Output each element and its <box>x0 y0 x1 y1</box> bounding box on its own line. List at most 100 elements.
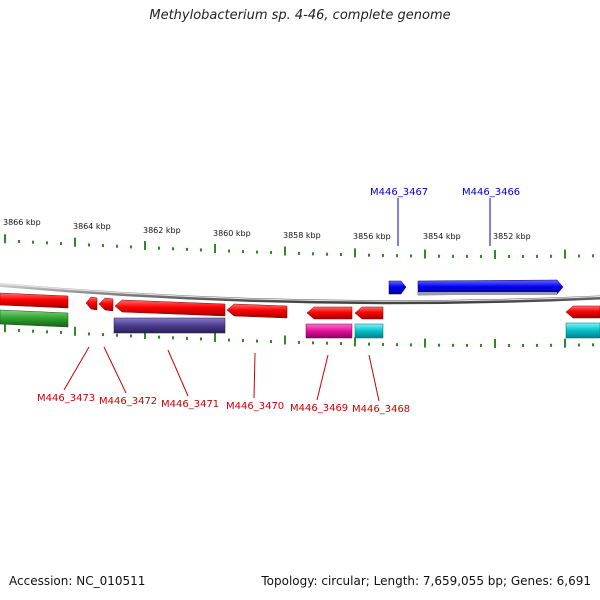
minor-tick <box>312 341 314 345</box>
minor-tick <box>270 251 272 255</box>
major-tick <box>284 335 286 345</box>
minor-tick <box>200 248 202 252</box>
minor-tick <box>410 254 412 258</box>
minor-tick <box>186 336 188 340</box>
major-tick <box>74 326 76 336</box>
minor-tick <box>116 333 118 337</box>
minor-tick <box>298 340 300 344</box>
gene-label-m446-3473[interactable]: M446_3473 <box>37 393 95 404</box>
minor-tick <box>256 250 258 254</box>
minor-tick <box>382 342 384 346</box>
major-tick <box>354 337 356 347</box>
minor-tick <box>536 343 538 347</box>
minor-tick <box>298 251 300 255</box>
minor-tick <box>368 342 370 346</box>
gene-label-m446-3472[interactable]: M446_3472 <box>99 396 157 407</box>
scale-label: 3860 kbp <box>213 229 251 238</box>
minor-tick <box>32 329 34 333</box>
minor-tick <box>18 328 20 332</box>
gene-arrow-m446-3472[interactable] <box>98 297 114 312</box>
gene-arrow-m446-3469[interactable] <box>306 306 353 320</box>
minor-tick <box>522 254 524 258</box>
minor-tick <box>312 252 314 256</box>
minor-tick <box>46 330 48 334</box>
scale-labels: 3866 kbp 3864 kbp 3862 kbp 3860 kbp 3858… <box>3 218 531 241</box>
minor-tick <box>592 343 594 347</box>
minor-tick <box>592 254 594 258</box>
gene-arrow-m446-3473[interactable] <box>85 296 98 311</box>
gene-arrow-m446-3467[interactable] <box>388 280 407 295</box>
major-tick <box>564 249 566 259</box>
gene-label-m446-3471[interactable]: M446_3471 <box>161 399 219 410</box>
minor-tick <box>578 343 580 347</box>
minor-tick <box>326 252 328 256</box>
upper-tick-row <box>4 234 594 259</box>
feature-bar-purple[interactable] <box>113 317 226 334</box>
scale-label: 3858 kbp <box>283 231 321 240</box>
major-tick <box>494 249 496 259</box>
gene-arrow-m446-3470[interactable] <box>226 303 288 319</box>
major-tick <box>4 323 6 333</box>
minor-tick <box>228 249 230 253</box>
minor-tick <box>242 250 244 254</box>
minor-tick <box>466 343 468 347</box>
minor-tick <box>32 240 34 244</box>
genome-backbone-highlight <box>0 283 600 302</box>
major-tick <box>424 338 426 348</box>
minor-tick <box>382 253 384 257</box>
gene-label-m446-3467[interactable]: M446_3467 <box>370 187 428 198</box>
map-title: Methylobacterium sp. 4-46, complete geno… <box>149 8 451 23</box>
gene-shadow <box>418 292 557 295</box>
gene-arrow-m446-3468[interactable] <box>354 306 384 320</box>
major-tick <box>284 246 286 256</box>
minor-tick <box>340 253 342 257</box>
label-leader-line <box>316 354 329 401</box>
minor-tick <box>200 337 202 341</box>
feature-bar-green[interactable] <box>0 309 69 328</box>
major-tick <box>4 234 6 244</box>
gene-arrow-m446-3471[interactable] <box>114 299 226 317</box>
minor-tick <box>270 340 272 344</box>
gene-arrow-right-edge[interactable] <box>565 305 600 319</box>
gene-label-m446-3466[interactable]: M446_3466 <box>462 187 520 198</box>
minor-tick <box>536 254 538 258</box>
major-tick <box>564 338 566 348</box>
minor-tick <box>326 341 328 345</box>
gene-label-m446-3468[interactable]: M446_3468 <box>352 404 410 415</box>
minor-tick <box>46 241 48 245</box>
minor-tick <box>88 332 90 336</box>
genome-backbone <box>0 282 600 305</box>
major-tick <box>74 237 76 247</box>
minor-tick <box>228 338 230 342</box>
accession-text: Accession: NC_010511 <box>9 574 146 588</box>
feature-bar-magenta[interactable] <box>305 323 353 339</box>
minor-tick <box>550 343 552 347</box>
minor-tick <box>452 254 454 258</box>
minor-tick <box>60 242 62 246</box>
minor-tick <box>172 247 174 251</box>
minor-tick <box>102 244 104 248</box>
minor-tick <box>550 254 552 258</box>
gene-label-m446-3469[interactable]: M446_3469 <box>290 403 348 414</box>
major-tick <box>144 241 146 251</box>
minor-tick <box>508 254 510 258</box>
feature-bar-cyan-edge[interactable] <box>565 322 600 339</box>
major-tick <box>424 249 426 259</box>
minor-tick <box>60 331 62 335</box>
gene-arrow-left-edge[interactable] <box>0 292 69 309</box>
scale-label: 3852 kbp <box>493 232 531 241</box>
minor-tick <box>158 335 160 339</box>
gene-label-m446-3470[interactable]: M446_3470 <box>226 401 284 412</box>
minor-tick <box>172 336 174 340</box>
scale-label: 3864 kbp <box>73 222 111 231</box>
minor-tick <box>508 343 510 347</box>
minor-tick <box>18 239 20 243</box>
major-tick <box>494 338 496 348</box>
major-tick <box>144 330 146 340</box>
minor-tick <box>480 343 482 347</box>
feature-bar-cyan[interactable] <box>354 323 384 339</box>
minor-tick <box>452 343 454 347</box>
minor-tick <box>102 333 104 337</box>
